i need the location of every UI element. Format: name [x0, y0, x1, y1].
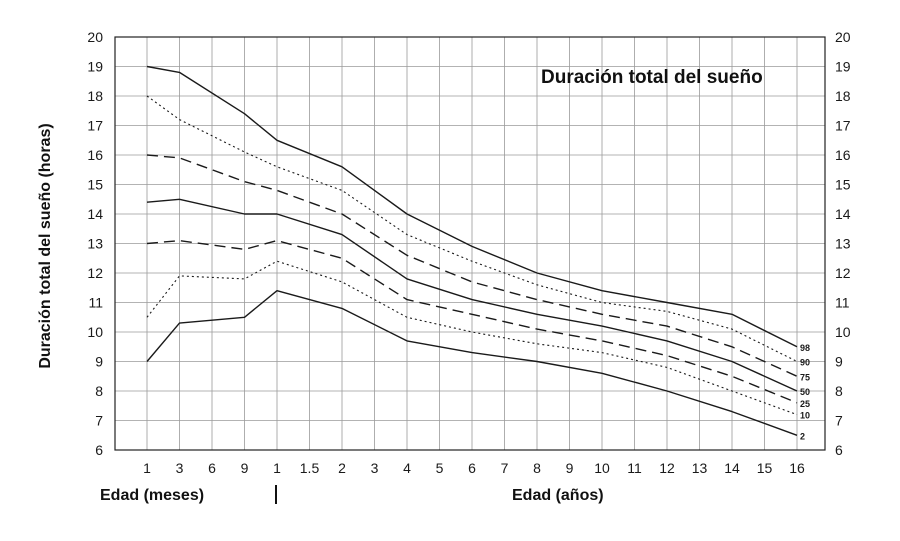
y-tick-label-right: 7	[835, 413, 843, 429]
percentile-label-50: 50	[800, 387, 810, 397]
x-tick-label: 11	[627, 460, 642, 476]
x-tick-label: 3	[176, 460, 184, 476]
percentile-curve-50	[146, 198, 798, 392]
y-axis-right-ticks: 6 7 8 9 10 11 12 13 14 15 16 17 18 19 20	[835, 29, 851, 458]
y-axis-left-ticks: 6 7 8 9 10 11 12 13 14 15 16 17 18 19 20	[87, 29, 103, 458]
x-tick-label: 1.5	[300, 460, 320, 476]
y-tick-label-left: 15	[87, 177, 103, 193]
x-tick-label: 10	[594, 460, 610, 476]
x-tick-label: 8	[533, 460, 541, 476]
percentile-curves	[146, 65, 798, 436]
x-tick-label: 13	[692, 460, 708, 476]
percentile-curve-90	[146, 95, 798, 362]
percentile-label-10: 10	[800, 411, 810, 421]
x-tick-label: 1	[143, 460, 151, 476]
x-tick-label: 15	[757, 460, 773, 476]
x-axis-label-years: Edad (años)	[512, 487, 604, 504]
percentile-label-2: 2	[800, 431, 805, 441]
chart-title: Duración total del sueño	[541, 67, 763, 88]
y-tick-label-left: 16	[87, 147, 103, 163]
x-tick-label: 7	[501, 460, 509, 476]
y-tick-label-left: 19	[87, 59, 103, 75]
x-tick-label: 6	[468, 460, 476, 476]
y-tick-label-right: 6	[835, 442, 843, 458]
percentile-curve-2	[146, 290, 798, 436]
y-axis-label: Duración total del sueño (horas)	[37, 123, 54, 368]
x-tick-label: 12	[659, 460, 675, 476]
y-tick-label-right: 12	[835, 265, 851, 281]
x-tick-label: 9	[566, 460, 574, 476]
x-tick-label: 5	[436, 460, 444, 476]
y-tick-label-right: 20	[835, 29, 851, 45]
y-tick-label-right: 10	[835, 324, 851, 340]
y-tick-label-left: 14	[87, 206, 103, 222]
grid-lines	[115, 36, 825, 451]
y-tick-label-left: 18	[87, 88, 103, 104]
y-tick-label-left: 10	[87, 324, 103, 340]
y-tick-label-left: 8	[95, 383, 103, 399]
percentile-label-75: 75	[800, 372, 810, 382]
percentile-curve-25	[146, 239, 798, 404]
y-tick-label-right: 9	[835, 354, 843, 370]
y-tick-label-left: 9	[95, 354, 103, 370]
percentile-curve-98	[146, 65, 798, 348]
y-tick-label-left: 13	[87, 236, 103, 252]
percentile-label-25: 25	[800, 399, 810, 409]
percentile-labels: 98 90 75 50 25 10 2	[800, 343, 810, 442]
x-tick-label: 6	[208, 460, 216, 476]
percentile-curve-75	[146, 154, 798, 377]
y-tick-label-left: 17	[87, 118, 103, 134]
percentile-label-98: 98	[800, 343, 810, 353]
y-tick-label-right: 8	[835, 383, 843, 399]
x-tick-label: 3	[371, 460, 379, 476]
y-tick-label-left: 7	[95, 413, 103, 429]
y-tick-label-right: 15	[835, 177, 851, 193]
y-tick-label-right: 16	[835, 147, 851, 163]
x-axis-label-months: Edad (meses)	[100, 487, 204, 504]
x-tick-label: 4	[403, 460, 411, 476]
x-tick-label: 14	[724, 460, 740, 476]
x-tick-label: 16	[789, 460, 805, 476]
x-tick-label: 1	[273, 460, 281, 476]
percentile-curve-10	[146, 260, 798, 416]
y-tick-label-right: 18	[835, 88, 851, 104]
x-tick-label: 2	[338, 460, 346, 476]
x-tick-label: 9	[241, 460, 249, 476]
percentile-label-90: 90	[800, 358, 810, 368]
y-tick-label-right: 19	[835, 59, 851, 75]
plot-area-frame	[114, 36, 826, 451]
y-tick-label-right: 17	[835, 118, 851, 134]
y-tick-label-right: 14	[835, 206, 851, 222]
x-axis-ticks: 1 3 6 9 1 1.5 2 3 4 5 6 7 8 9 10 11 12 13 14 15 16	[143, 460, 805, 476]
y-tick-label-left: 20	[87, 29, 103, 45]
y-tick-label-right: 11	[835, 295, 850, 311]
y-tick-label-left: 11	[88, 295, 103, 311]
y-tick-label-left: 12	[87, 265, 103, 281]
y-tick-label-right: 13	[835, 236, 851, 252]
y-tick-label-left: 6	[95, 442, 103, 458]
